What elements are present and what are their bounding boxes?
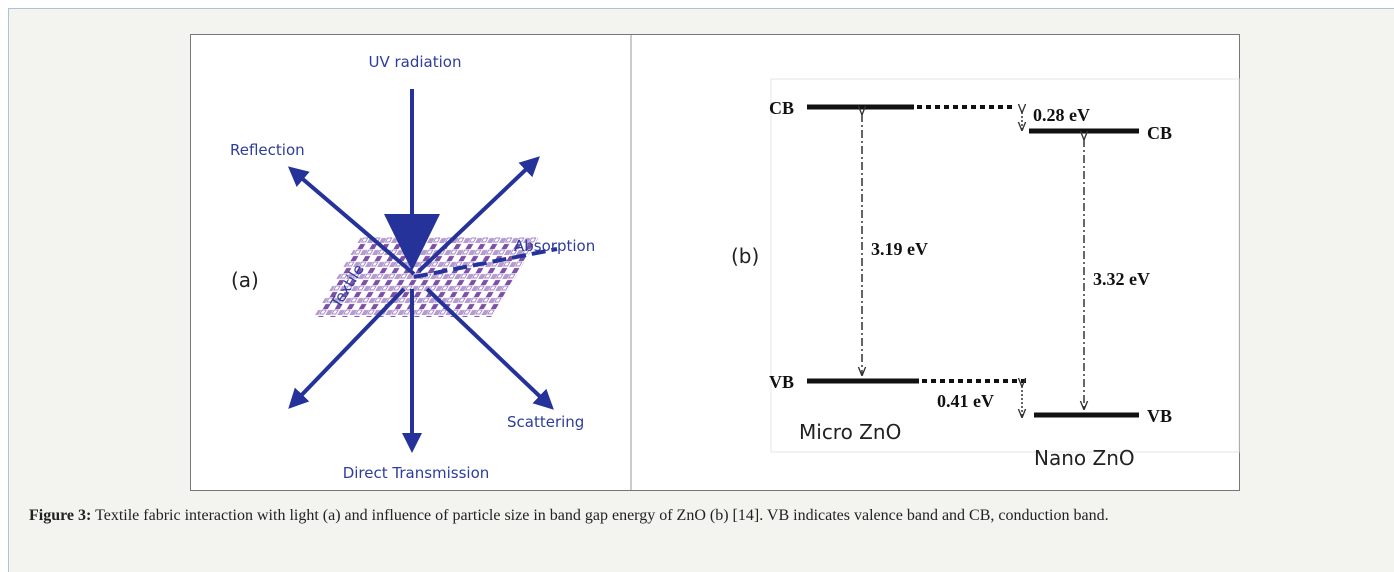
label: Micro ZnO	[799, 420, 901, 444]
figure: UV radiation Reflection Absorption Texti…	[190, 34, 1241, 492]
label: Nano ZnO	[1034, 446, 1135, 470]
label: 0.41 eV	[937, 391, 994, 411]
label: CB	[1147, 123, 1172, 143]
caption-label: Figure 3:	[29, 507, 91, 524]
caption: Figure 3: Textile fabric interaction wit…	[29, 503, 1359, 528]
panel-label: (b)	[731, 244, 759, 268]
label: 3.32 eV	[1093, 269, 1150, 289]
label: VB	[769, 372, 794, 392]
label: Reflection	[230, 141, 305, 159]
label: Direct Transmission	[343, 464, 490, 482]
page: UV radiation Reflection Absorption Texti…	[8, 8, 1394, 572]
label: 3.19 eV	[871, 239, 928, 259]
label: Scattering	[507, 413, 584, 431]
label: CB	[769, 98, 794, 118]
label: Absorption	[514, 237, 595, 255]
label: 0.28 eV	[1033, 105, 1090, 125]
panel-label: (a)	[231, 268, 259, 292]
label: VB	[1147, 406, 1172, 426]
label: UV radiation	[369, 53, 462, 71]
caption-text: Textile fabric interaction with light (a…	[95, 507, 1109, 524]
